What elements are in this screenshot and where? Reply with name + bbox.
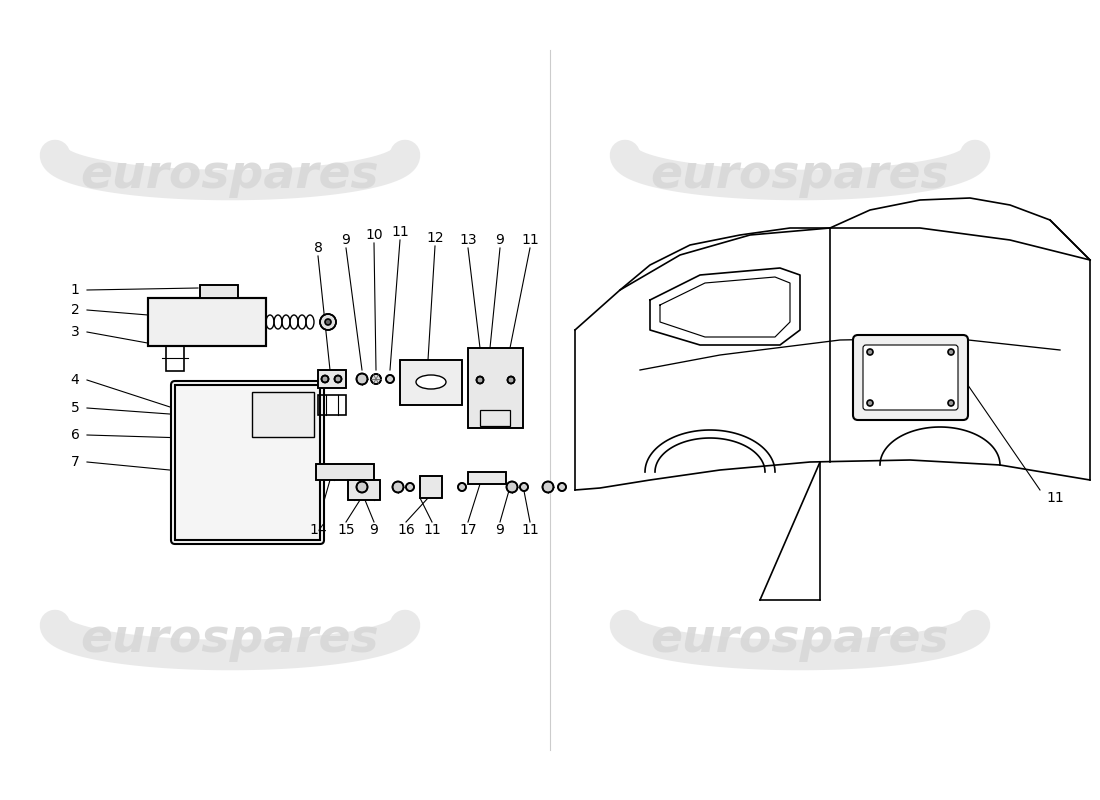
Circle shape <box>356 482 367 493</box>
Bar <box>200 285 238 298</box>
Ellipse shape <box>416 375 446 389</box>
Text: 3: 3 <box>70 325 79 339</box>
Circle shape <box>867 400 873 406</box>
Bar <box>316 464 374 480</box>
Circle shape <box>406 483 414 491</box>
Circle shape <box>520 483 528 491</box>
Text: 15: 15 <box>338 523 355 537</box>
Text: eurospares: eurospares <box>651 153 949 198</box>
Bar <box>400 360 462 405</box>
Bar <box>480 410 510 426</box>
Circle shape <box>476 377 484 383</box>
Bar <box>318 370 346 388</box>
Bar <box>148 298 266 346</box>
Bar <box>318 395 346 415</box>
Circle shape <box>948 400 954 406</box>
Text: 10: 10 <box>365 228 383 242</box>
Text: 7: 7 <box>70 455 79 469</box>
Circle shape <box>320 314 336 330</box>
Circle shape <box>321 375 329 382</box>
FancyBboxPatch shape <box>864 345 958 410</box>
Text: 5: 5 <box>70 401 79 415</box>
Circle shape <box>948 349 954 355</box>
Circle shape <box>558 483 566 491</box>
Circle shape <box>867 349 873 355</box>
Text: 11: 11 <box>1046 491 1064 505</box>
Circle shape <box>506 482 517 493</box>
Text: 6: 6 <box>70 428 79 442</box>
Text: 9: 9 <box>342 233 351 247</box>
FancyBboxPatch shape <box>852 335 968 420</box>
Bar <box>200 285 238 298</box>
Bar <box>420 476 442 498</box>
Text: 1: 1 <box>70 283 79 297</box>
Bar <box>175 385 320 540</box>
Text: eurospares: eurospares <box>80 618 380 662</box>
Text: 9: 9 <box>496 523 505 537</box>
Text: 17: 17 <box>459 523 476 537</box>
Bar <box>318 370 346 388</box>
Circle shape <box>371 374 381 384</box>
Bar <box>468 348 522 428</box>
FancyBboxPatch shape <box>170 381 324 544</box>
Text: 9: 9 <box>496 233 505 247</box>
Bar <box>348 480 380 500</box>
Bar <box>148 298 266 346</box>
Bar <box>420 476 442 498</box>
Bar <box>468 472 506 484</box>
Text: 9: 9 <box>370 523 378 537</box>
Circle shape <box>324 319 331 325</box>
Circle shape <box>334 375 341 382</box>
Circle shape <box>386 375 394 383</box>
Text: 16: 16 <box>397 523 415 537</box>
Bar <box>400 360 462 405</box>
Text: 11: 11 <box>424 523 441 537</box>
Bar <box>166 346 184 371</box>
Text: eurospares: eurospares <box>651 618 949 662</box>
Bar <box>468 348 522 428</box>
Text: 12: 12 <box>426 231 443 245</box>
Text: 2: 2 <box>70 303 79 317</box>
Bar <box>348 480 380 500</box>
Text: 11: 11 <box>521 523 539 537</box>
Circle shape <box>458 483 466 491</box>
Text: eurospares: eurospares <box>80 153 380 198</box>
Circle shape <box>542 482 553 493</box>
Circle shape <box>393 482 404 493</box>
Bar <box>468 472 506 484</box>
Bar <box>316 464 374 480</box>
Text: 14: 14 <box>309 523 327 537</box>
Text: 11: 11 <box>521 233 539 247</box>
Circle shape <box>356 374 367 385</box>
Bar <box>252 392 314 437</box>
Bar <box>175 385 320 540</box>
Text: 8: 8 <box>314 241 322 255</box>
Text: 4: 4 <box>70 373 79 387</box>
Text: 11: 11 <box>392 225 409 239</box>
Circle shape <box>507 377 515 383</box>
Text: 13: 13 <box>459 233 476 247</box>
